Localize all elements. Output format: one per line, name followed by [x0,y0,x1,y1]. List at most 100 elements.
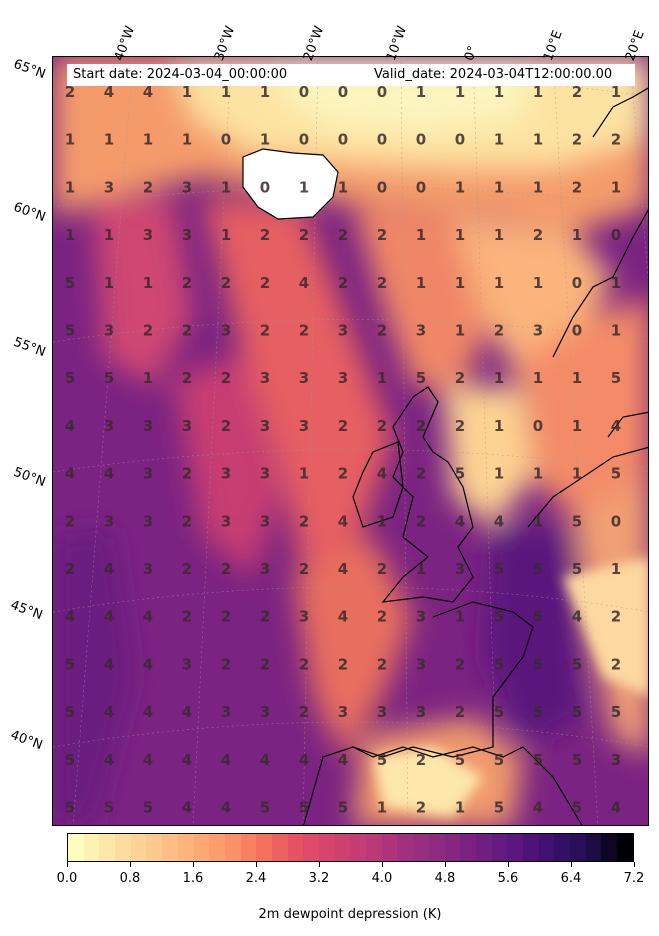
grid-value: 1 [221,226,231,244]
grid-value: 3 [221,465,231,483]
grid-value: 4 [104,751,114,769]
grid-value: 5 [572,799,582,817]
grid-value: 1 [494,465,504,483]
grid-value: 5 [572,655,582,673]
grid-value: 3 [260,703,270,721]
grid-value: 4 [104,465,114,483]
grid-value: 2 [572,131,582,149]
grid-value: 0 [611,226,621,244]
grid-value: 1 [377,512,387,530]
colorbar-segment [475,834,492,861]
grid-value: 2 [416,751,426,769]
grid-value: 1 [533,178,543,196]
colorbar-tick-label: 0.8 [119,871,141,886]
grid-value: 4 [338,512,348,530]
grid-value: 3 [416,322,426,340]
colorbar-segment [522,834,539,861]
grid-value: 4 [143,608,153,626]
colorbar-tick-label: 5.6 [497,871,519,886]
grid-value: 4 [104,83,114,101]
grid-value: 0 [221,131,231,149]
grid-value: 2 [182,512,192,530]
grid-value: 1 [455,178,465,196]
grid-value: 3 [533,322,543,340]
grid-value: 4 [611,799,621,817]
grid-value: 2 [416,512,426,530]
grid-value: 5 [299,799,309,817]
grid-value: 3 [338,322,348,340]
grid-value: 5 [611,703,621,721]
grid-value: 5 [65,274,75,292]
grid-value: 2 [455,369,465,387]
grid-value: 3 [182,417,192,435]
colorbar-segment [68,834,84,861]
grid-value: 1 [572,226,582,244]
grid-value: 4 [533,799,543,817]
grid-value: 4 [338,560,348,578]
colorbar-tick [570,862,572,867]
grid-value: 1 [572,417,582,435]
colorbar [67,833,634,862]
colorbar-tick-label: 1.6 [182,871,204,886]
grid-value: 1 [455,608,465,626]
grid-value: 0 [377,178,387,196]
colorbar-tick-label: 4.8 [434,871,456,886]
grid-value: 1 [494,131,504,149]
grid-value: 5 [104,369,114,387]
grid-value: 1 [494,178,504,196]
colorbar-tick-label: 4.0 [371,871,393,886]
dewpoint-depression-map: 2 4 4 1 1 1 0 0 0 1 1 1 1 2 1 1 1 1 1 0 1 0 0 0 0 0 1 1 2 2 1 3 2 3 1 0 1 1 0 0… [53,57,648,825]
grid-value: 3 [182,655,192,673]
grid-value: 5 [533,751,543,769]
grid-value: 3 [143,512,153,530]
grid-value: 2 [338,226,348,244]
grid-value: 3 [143,417,153,435]
colorbar-tick [444,862,446,867]
grid-value: 0 [299,131,309,149]
grid-value: 0 [377,83,387,101]
grid-value: 4 [299,274,309,292]
grid-value: 3 [260,417,270,435]
grid-value: 2 [65,512,75,530]
colorbar-segment [366,834,382,861]
colorbar-tick-label: 2.4 [245,871,267,886]
grid-value: 1 [455,322,465,340]
grid-value: 4 [65,608,75,626]
colorbar-tick [66,862,68,867]
grid-value: 3 [143,560,153,578]
colorbar-segment [381,834,398,861]
grid-value: 2 [143,178,153,196]
grid-value: 2 [260,274,270,292]
grid-value: 1 [533,465,543,483]
grid-value: 3 [143,465,153,483]
grid-value: 1 [455,226,465,244]
grid-value: 4 [299,751,309,769]
grid-value: 4 [221,799,231,817]
colorbar-segment [444,834,461,861]
grid-value: 4 [494,512,504,530]
grid-value: 1 [182,83,192,101]
grid-value: 2 [416,465,426,483]
grid-value: 1 [143,274,153,292]
colorbar-segment [209,834,225,861]
grid-value: 2 [260,655,270,673]
colorbar-segment [334,834,351,861]
grid-value: 4 [143,751,153,769]
grid-value: 2 [221,608,231,626]
grid-value: 2 [299,322,309,340]
grid-value: 2 [65,83,75,101]
iberia-coast [352,746,583,825]
grid-value: 3 [182,226,192,244]
grid-value: 2 [377,322,387,340]
iceland [242,148,339,220]
valid-date-label: Valid_date: 2024-03-04T12:00:00.00 [374,67,613,82]
grid-value: 2 [377,560,387,578]
colorbar-segment [240,834,257,861]
grid-value: 2 [260,322,270,340]
grid-value: 0 [338,83,348,101]
grid-value: 2 [611,655,621,673]
grid-value: 2 [299,512,309,530]
grid-value: 5 [572,751,582,769]
grid-value: 0 [299,83,309,101]
header-box [67,64,635,86]
